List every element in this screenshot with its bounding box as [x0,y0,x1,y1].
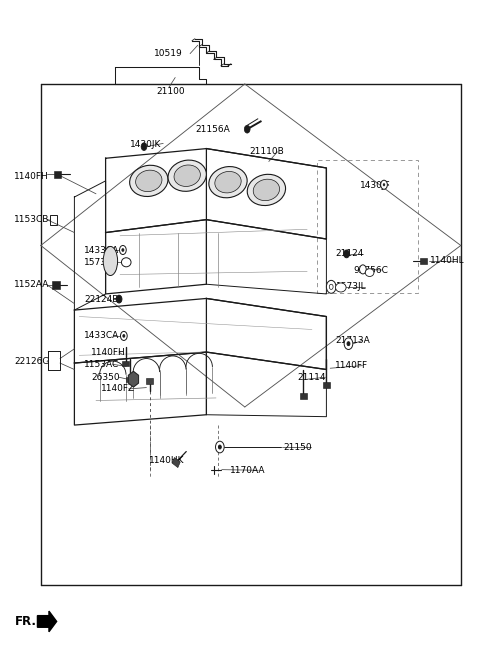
Text: 1433CA: 1433CA [84,245,119,255]
Bar [172,457,180,468]
Ellipse shape [365,269,374,276]
Text: 22124B: 22124B [84,295,119,304]
Ellipse shape [336,283,346,292]
Text: 1153AC: 1153AC [84,360,119,369]
Text: 1152AA: 1152AA [14,280,50,289]
Text: 1573GE: 1573GE [84,258,120,267]
Text: FR.: FR. [14,615,36,628]
Text: 1140HL: 1140HL [430,256,464,266]
Circle shape [329,284,333,289]
Text: 1140FF: 1140FF [335,361,368,370]
Circle shape [123,335,125,337]
Bar [50,215,57,225]
Bar [317,160,418,293]
Text: 92756C: 92756C [353,266,388,275]
Text: 21124: 21124 [335,249,363,258]
Circle shape [244,125,250,133]
Circle shape [344,250,349,258]
Text: 1153CB: 1153CB [14,215,50,224]
Bar [146,378,153,384]
Circle shape [383,183,385,186]
Bar [122,361,129,366]
Circle shape [360,265,366,274]
Ellipse shape [215,171,241,193]
Circle shape [381,180,387,189]
Circle shape [218,445,221,449]
Text: 21150: 21150 [283,443,312,452]
Circle shape [120,331,127,340]
Ellipse shape [103,246,118,276]
Circle shape [120,245,126,255]
Circle shape [326,280,336,293]
Text: 1430JK: 1430JK [130,140,161,149]
Bar [54,171,61,178]
Bar [52,281,60,289]
Ellipse shape [174,165,200,187]
Bar [323,382,330,388]
Circle shape [141,143,147,151]
Text: 1430JF: 1430JF [360,181,391,190]
Text: 21114: 21114 [298,373,326,382]
Ellipse shape [130,165,168,196]
Bar [126,377,133,382]
Text: 21713A: 21713A [335,336,370,345]
Bar [300,393,307,399]
Ellipse shape [253,179,279,201]
Text: 22126C: 22126C [14,357,49,366]
Ellipse shape [168,160,206,191]
Text: 1573JL: 1573JL [336,282,367,291]
Text: 1140FZ: 1140FZ [101,384,135,393]
Polygon shape [37,611,57,632]
Ellipse shape [247,174,286,205]
Ellipse shape [136,170,162,192]
Circle shape [122,249,124,251]
Text: 10519: 10519 [154,49,182,58]
Ellipse shape [121,258,131,267]
Text: 21110B: 21110B [250,147,284,156]
Circle shape [116,295,122,303]
Text: 21100: 21100 [156,87,185,96]
Text: 21156A: 21156A [196,125,230,134]
Ellipse shape [209,167,247,198]
Text: 1140FH: 1140FH [91,348,126,357]
Polygon shape [129,371,138,387]
Text: 1170AA: 1170AA [230,466,266,475]
Text: 1140HK: 1140HK [149,456,184,465]
Text: 1140FH: 1140FH [14,172,49,181]
Circle shape [347,342,350,346]
Circle shape [216,441,224,453]
Text: 1433CA: 1433CA [84,331,119,340]
Circle shape [344,338,353,349]
Bar [420,258,427,264]
Text: 26350: 26350 [91,373,120,382]
